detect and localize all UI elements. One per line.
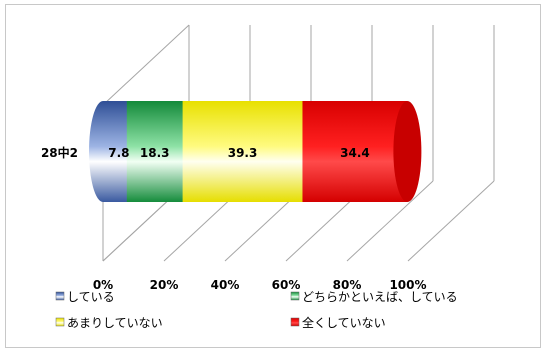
legend-swatch: [55, 291, 65, 301]
legend-item: どちらかといえば、している: [290, 290, 458, 304]
bar-cap: [89, 101, 117, 202]
legend-label: あまりしていない: [67, 316, 163, 330]
legend-swatch: [290, 317, 300, 327]
chart-labels: 0% 20% 40% 60% 80% 100% 28中2 7.8 18.3 39.3 34.4: [41, 145, 427, 292]
x-tick-label: 100%: [389, 278, 426, 292]
legend-item: あまりしていない: [55, 316, 163, 330]
data-label: 34.4: [340, 146, 370, 160]
chart-frame: 0% 20% 40% 60% 80% 100% 28中2 7.8 18.3 39.3 34.4 して…: [5, 4, 541, 348]
legend-label: どちらかといえば、している: [302, 290, 458, 304]
chart-bars: [89, 101, 422, 202]
gridline: [407, 180, 495, 262]
data-label: 18.3: [140, 146, 170, 160]
data-label: 7.8: [108, 146, 129, 160]
bar-body: [302, 101, 408, 202]
legend-label: 全くしていない: [302, 315, 386, 330]
legend-swatch: [290, 291, 300, 301]
bar-end-cap: [393, 101, 422, 202]
bar-segment: [89, 101, 127, 202]
category-label: 28中2: [41, 145, 78, 160]
legend-item: 全くしていない: [290, 315, 386, 330]
data-label: 39.3: [228, 146, 258, 160]
x-tick-label: 60%: [272, 278, 301, 292]
legend-item: している: [55, 290, 115, 304]
gridline: [346, 180, 434, 262]
legend-swatch: [55, 317, 65, 327]
stacked-bar-chart: 0% 20% 40% 60% 80% 100% 28中2 7.8 18.3 39.3 34.4 して…: [41, 24, 495, 330]
legend-label: している: [67, 290, 115, 304]
x-tick-label: 20%: [150, 278, 179, 292]
x-tick-label: 40%: [211, 278, 240, 292]
wall-edge: [102, 24, 190, 106]
bar-body: [182, 101, 303, 202]
x-tick-label: 80%: [333, 278, 362, 292]
x-tick-label: 0%: [93, 278, 113, 292]
